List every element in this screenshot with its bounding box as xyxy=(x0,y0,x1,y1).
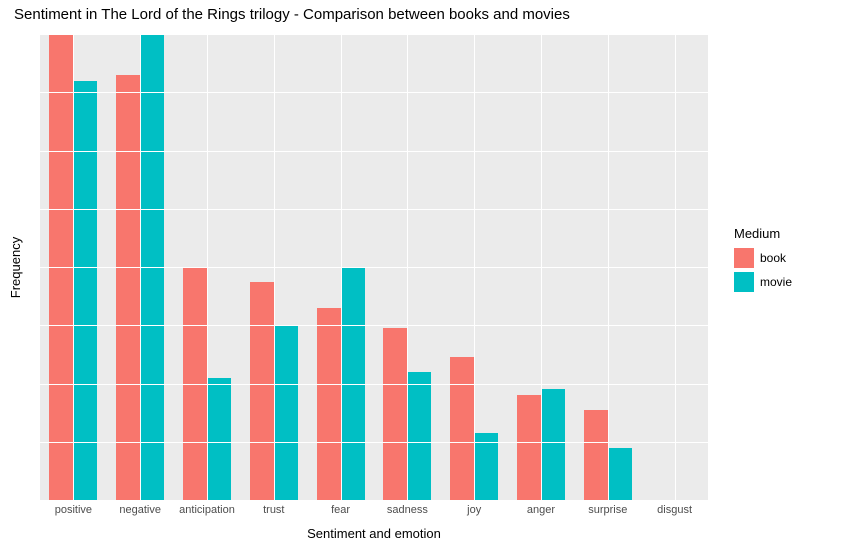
x-tick-label: sadness xyxy=(387,504,428,516)
x-tick-label: anger xyxy=(527,504,555,516)
x-tick-label: disgust xyxy=(657,504,692,516)
gridline-v xyxy=(474,34,475,500)
bar-movie xyxy=(73,81,97,500)
gridline-h xyxy=(40,500,708,501)
gridline-v xyxy=(675,34,676,500)
x-tick-label: fear xyxy=(331,504,350,516)
gridline-v xyxy=(73,34,74,500)
gridline-v xyxy=(341,34,342,500)
x-tick-label: joy xyxy=(467,504,481,516)
gridline-v xyxy=(541,34,542,500)
bar-book xyxy=(517,395,541,500)
y-axis-label-text: Frequency xyxy=(9,236,24,297)
x-tick-label: anticipation xyxy=(179,504,235,516)
plot-area xyxy=(40,34,708,500)
bar-book xyxy=(250,282,274,500)
x-tick-label: negative xyxy=(119,504,161,516)
gridline-v xyxy=(608,34,609,500)
legend: Medium book movie xyxy=(734,226,792,295)
x-tick-label: positive xyxy=(55,504,92,516)
legend-swatch-color xyxy=(734,272,754,292)
gridline-v xyxy=(274,34,275,500)
bar-book xyxy=(116,75,140,500)
x-axis-label: Sentiment and emotion xyxy=(40,526,708,541)
y-axis-label: Frequency xyxy=(6,34,26,500)
legend-item: book xyxy=(734,247,792,269)
legend-item: movie xyxy=(734,271,792,293)
legend-items: book movie xyxy=(734,247,792,293)
legend-swatch-color xyxy=(734,248,754,268)
chart-title: Sentiment in The Lord of the Rings trilo… xyxy=(14,6,570,23)
gridline-v xyxy=(407,34,408,500)
gridline-v xyxy=(140,34,141,500)
bar-movie xyxy=(407,372,431,500)
bar-book xyxy=(450,357,474,500)
legend-label: movie xyxy=(760,275,792,289)
bar-book xyxy=(584,410,608,500)
bar-movie xyxy=(608,448,632,500)
bar-movie xyxy=(541,389,565,500)
chart-container: Sentiment in The Lord of the Rings trilo… xyxy=(0,0,865,552)
legend-swatch xyxy=(734,248,754,268)
gridline-v xyxy=(207,34,208,500)
bar-movie xyxy=(274,325,298,500)
bar-movie xyxy=(207,378,231,500)
bar-book xyxy=(317,308,341,500)
x-tick-label: surprise xyxy=(588,504,627,516)
legend-title: Medium xyxy=(734,226,792,241)
bar-movie xyxy=(474,433,498,500)
x-tick-label: trust xyxy=(263,504,284,516)
legend-label: book xyxy=(760,251,786,265)
bar-book xyxy=(383,328,407,500)
legend-swatch xyxy=(734,272,754,292)
